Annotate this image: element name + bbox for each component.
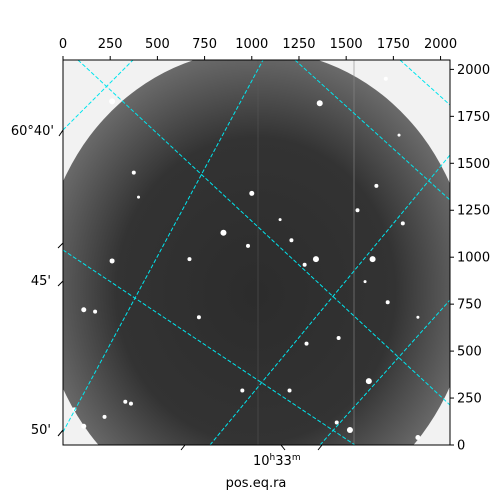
star-36 [363, 280, 367, 284]
dec-tick-40 [58, 129, 64, 137]
star-28 [415, 434, 421, 440]
ra-minutes: 33 [275, 454, 292, 469]
right-tick-label-6: 1500 [457, 157, 490, 172]
top-tick-label-6: 1500 [330, 37, 363, 52]
dec-tick-50 [57, 429, 64, 437]
ra-tick-label: 10h33m [253, 453, 301, 469]
star-6 [374, 183, 379, 188]
right-tick-label-7: 1750 [457, 110, 490, 125]
dec-tick-45b [57, 280, 64, 287]
star-33 [278, 218, 282, 222]
star-10 [312, 256, 319, 263]
x-axis-label: pos.eq.ra [226, 476, 287, 491]
right-tick-label-5: 1250 [457, 204, 490, 219]
grid-line-0 [77, 60, 450, 406]
star-13 [187, 257, 192, 262]
star-32 [334, 420, 339, 425]
star-5 [220, 229, 227, 236]
top-tick-label-5: 1250 [282, 37, 315, 52]
ra-h-unit: h [270, 453, 276, 463]
grid-line-5 [319, 299, 450, 445]
star-21 [365, 378, 372, 385]
star-8 [289, 238, 294, 243]
right-tick-label-1: 250 [457, 392, 482, 407]
right-tick-label-3: 750 [457, 298, 482, 313]
star-1 [316, 100, 323, 107]
ra-tick-1 [180, 444, 186, 451]
grid-line-4 [209, 154, 450, 445]
ra-axis: 10h33m pos.eq.ra [180, 444, 323, 491]
grid-line-7 [399, 60, 450, 106]
star-26 [102, 414, 107, 419]
star-12 [109, 258, 115, 264]
dark-sky-region [63, 60, 450, 445]
top-tick-label-4: 1000 [235, 37, 268, 52]
star-23 [196, 315, 201, 320]
star-25 [128, 401, 133, 406]
ra-m-unit: m [292, 453, 301, 463]
star-34 [416, 315, 420, 319]
top-tick-label-3: 750 [192, 37, 217, 52]
image-panel [62, 59, 451, 446]
grid-line-3 [63, 249, 356, 445]
top-tick-label-7: 1750 [377, 37, 410, 52]
star-22 [240, 388, 245, 393]
dec-tick-45 [57, 242, 64, 249]
right-pixel-axis: 0 250 500 750 1000 1250 1500 1750 2000 [450, 63, 490, 454]
top-pixel-axis: 0 250 500 750 1000 1250 1500 1750 2000 [59, 37, 457, 60]
top-tick-label-2: 500 [145, 37, 170, 52]
dec-tick-label-45: 45' [31, 274, 51, 289]
star-4 [249, 190, 255, 196]
ra-tick-3 [317, 444, 323, 451]
dec-tick-label-40: 60°40' [11, 124, 54, 139]
star-19 [304, 341, 309, 346]
star-14 [246, 243, 251, 248]
right-tick-label-8: 2000 [457, 63, 490, 78]
grid-line-2 [63, 60, 134, 131]
ra-tick-2 [280, 444, 286, 451]
star-11 [302, 262, 307, 267]
star-field [72, 76, 421, 440]
star-24 [123, 399, 128, 404]
star-2 [383, 76, 388, 81]
dec-tick-label-50: 50' [31, 423, 51, 438]
coordinate-grid [63, 60, 450, 445]
star-31 [287, 388, 292, 393]
star-35 [397, 133, 401, 137]
top-tick-label-0: 0 [59, 37, 67, 52]
right-tick-label-4: 1000 [457, 251, 490, 266]
plot-frame [62, 59, 451, 446]
right-tick-label-2: 500 [457, 345, 482, 360]
star-3 [131, 170, 136, 175]
star-15 [81, 307, 87, 313]
star-17 [400, 221, 405, 226]
star-18 [385, 300, 390, 305]
star-37 [137, 195, 141, 199]
top-tick-label-1: 250 [98, 37, 123, 52]
star-27 [346, 426, 353, 433]
right-tick-label-0: 0 [457, 439, 465, 454]
top-tick-label-8: 2000 [424, 37, 457, 52]
star-29 [81, 423, 87, 429]
ra-hours: 10 [253, 454, 270, 469]
dec-axis: 60°40' 45' 50' [11, 124, 64, 438]
star-9 [369, 256, 376, 263]
grid-line-6 [294, 60, 450, 201]
star-16 [93, 309, 98, 314]
star-7 [355, 208, 360, 213]
star-20 [336, 335, 341, 340]
grid-line-1 [63, 60, 264, 433]
star-0 [109, 98, 116, 105]
